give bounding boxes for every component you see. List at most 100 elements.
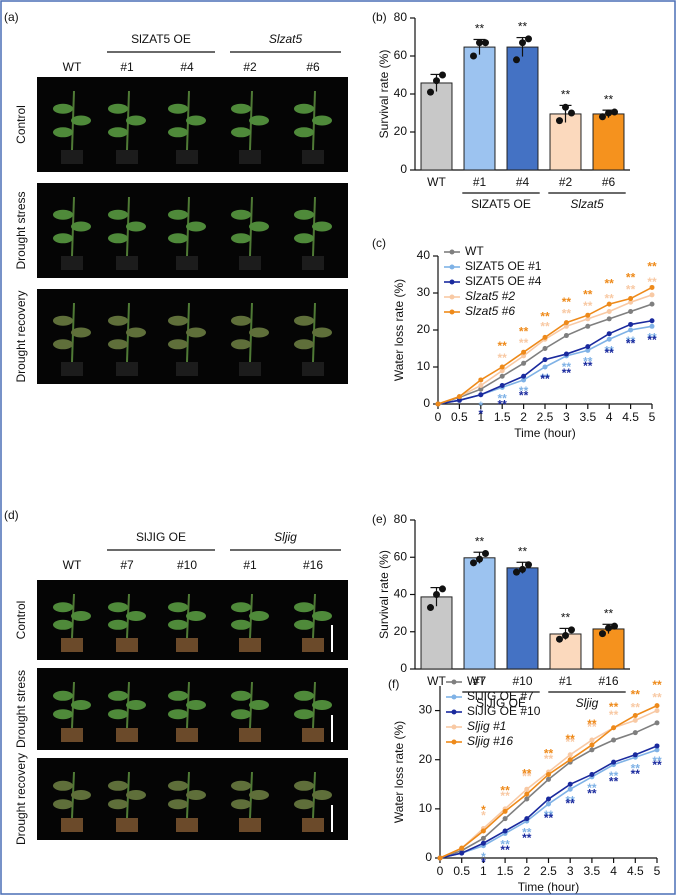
marker bbox=[611, 759, 617, 765]
marker bbox=[654, 720, 660, 726]
marker bbox=[542, 334, 548, 340]
column-label: #1 bbox=[120, 60, 134, 74]
group-label: SlZAT5 OE bbox=[471, 197, 531, 211]
marker bbox=[502, 808, 508, 814]
y-axis-title: Survival rate (%) bbox=[377, 50, 391, 139]
row-label: Drought recovery bbox=[14, 290, 28, 382]
leaf bbox=[168, 209, 188, 220]
leaf bbox=[294, 127, 314, 138]
significance: ** bbox=[583, 287, 593, 301]
data-point bbox=[568, 109, 575, 117]
significance: ** bbox=[500, 789, 510, 803]
bar bbox=[592, 628, 625, 670]
marker bbox=[478, 392, 484, 398]
data-point bbox=[562, 631, 569, 639]
marker bbox=[521, 349, 527, 355]
legend-marker bbox=[451, 709, 457, 715]
significance: ** bbox=[626, 271, 636, 285]
significance: * bbox=[478, 399, 483, 413]
significance: ** bbox=[566, 796, 576, 810]
significance: ** bbox=[652, 758, 662, 772]
marker bbox=[628, 327, 634, 333]
marker bbox=[606, 316, 612, 322]
x-tick-label: #6 bbox=[602, 175, 616, 189]
marker bbox=[628, 309, 634, 314]
significance: ** bbox=[544, 811, 554, 825]
leaf bbox=[231, 799, 251, 810]
leaf bbox=[126, 115, 146, 126]
significance: ** bbox=[498, 339, 508, 353]
legend-label: SlZAT5 OE #4 bbox=[465, 274, 542, 288]
marker bbox=[542, 346, 548, 351]
x-tick-label: #2 bbox=[559, 175, 573, 189]
x-tick-label: 0 bbox=[435, 410, 442, 424]
column-label: #1 bbox=[243, 558, 257, 572]
leaf bbox=[249, 221, 269, 232]
column-label: WT bbox=[63, 60, 82, 74]
x-tick-label: WT bbox=[427, 175, 446, 189]
panel-label: (e) bbox=[372, 512, 387, 526]
x-tick-label: 1 bbox=[477, 410, 484, 424]
leaf bbox=[53, 799, 73, 810]
leaf bbox=[53, 315, 73, 326]
group-label: Slzat5 bbox=[269, 32, 303, 46]
pot bbox=[239, 150, 261, 164]
column-label: #6 bbox=[306, 60, 320, 74]
pot bbox=[239, 256, 261, 270]
marker bbox=[606, 309, 612, 314]
data-point bbox=[525, 561, 532, 569]
significance: ** bbox=[604, 606, 614, 620]
leaf bbox=[53, 602, 73, 613]
marker bbox=[611, 737, 617, 743]
leaf bbox=[312, 790, 332, 800]
marker bbox=[499, 368, 505, 374]
leaf bbox=[108, 233, 128, 244]
leaf bbox=[108, 127, 128, 138]
marker bbox=[567, 786, 573, 792]
significance: ** bbox=[498, 351, 508, 365]
x-tick-label: 3.5 bbox=[584, 864, 601, 878]
significance: ** bbox=[609, 708, 619, 722]
marker bbox=[585, 344, 591, 350]
significance: ** bbox=[498, 392, 508, 406]
leaf bbox=[108, 209, 128, 220]
legend-marker bbox=[451, 724, 457, 730]
x-tick-label: 4 bbox=[606, 410, 613, 424]
leaf bbox=[71, 327, 91, 338]
marker bbox=[563, 351, 569, 357]
data-point bbox=[599, 113, 606, 121]
legend-marker bbox=[451, 739, 457, 745]
leaf bbox=[231, 339, 251, 350]
significance: ** bbox=[518, 20, 528, 34]
pot bbox=[302, 362, 324, 376]
significance: ** bbox=[540, 372, 550, 386]
marker bbox=[524, 816, 530, 822]
marker bbox=[654, 703, 660, 709]
group-label: SlZAT5 OE bbox=[131, 32, 191, 46]
x-tick-label: #4 bbox=[516, 175, 530, 189]
pot bbox=[302, 818, 324, 832]
leaf bbox=[231, 780, 251, 791]
marker bbox=[585, 347, 591, 353]
y-tick-label: 0 bbox=[425, 850, 432, 864]
row-label: Drought recovery bbox=[14, 753, 28, 845]
leaf bbox=[168, 602, 188, 613]
legend-label: Slzat5 #2 bbox=[465, 289, 515, 303]
marker bbox=[480, 835, 486, 841]
leaf bbox=[53, 103, 73, 114]
data-point bbox=[556, 117, 563, 125]
leaf bbox=[294, 339, 314, 350]
legend-marker bbox=[449, 264, 455, 270]
marker bbox=[606, 301, 612, 307]
significance: ** bbox=[587, 720, 597, 734]
leaf bbox=[71, 611, 91, 621]
significance: ** bbox=[561, 611, 571, 625]
y-tick-label: 40 bbox=[394, 587, 408, 601]
significance: ** bbox=[498, 398, 508, 412]
legend-label: SlZAT5 OE #1 bbox=[465, 259, 542, 273]
marker bbox=[480, 840, 486, 846]
significance: ** bbox=[609, 769, 619, 783]
y-tick-label: 40 bbox=[417, 248, 431, 262]
leaf bbox=[126, 221, 146, 232]
y-tick-label: 30 bbox=[417, 285, 431, 299]
